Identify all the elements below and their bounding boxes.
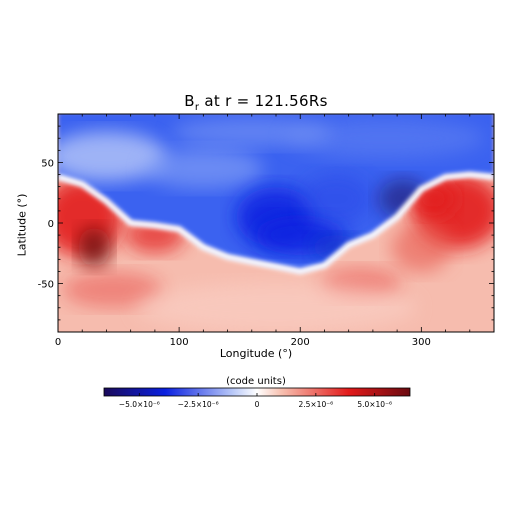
x-tick-label: 200 [291,337,310,348]
x-tick-label: 300 [412,337,431,348]
neutral-line [58,171,494,275]
y-tick-label: -50 [38,280,54,291]
colorbar-tick-label: 0 [255,400,260,409]
colorbar-tick-label: −5.0×10⁻⁶ [119,400,160,409]
positive-blob [136,282,416,332]
colorbar-ticks: −5.0×10⁻⁶ −2.5×10⁻⁶ 0 2.5×10⁻⁶ 5.0×10⁻⁶ [119,393,392,409]
negative-blob [58,131,167,182]
x-axis-label: Longitude (°) [219,347,293,360]
positive-blob [62,271,163,308]
positive-blob [78,227,111,268]
colorbar-tick-label: 2.5×10⁻⁶ [298,400,333,409]
negative-blob [285,118,485,159]
chart-title: Br at r = 121.56Rs [184,92,328,113]
colorbar-tick-label: 5.0×10⁻⁶ [357,400,392,409]
negative-blob [301,173,372,224]
negative-blob [171,117,332,148]
colorbar-title: (code units) [226,376,286,387]
negative-blob [143,148,264,189]
x-axis-ticks: 0 100 200 300 [55,114,495,348]
field-map [58,114,494,332]
positive-blob [391,222,452,273]
y-tick-label: 0 [48,219,54,230]
colorbar-tick-label: −2.5×10⁻⁶ [178,400,219,409]
negative-structures [58,117,485,260]
x-tick-label: 100 [170,337,189,348]
x-tick-label: 0 [55,337,61,348]
y-axis-ticks: -50 0 50 [38,125,494,321]
y-tick-label: 50 [41,158,54,169]
